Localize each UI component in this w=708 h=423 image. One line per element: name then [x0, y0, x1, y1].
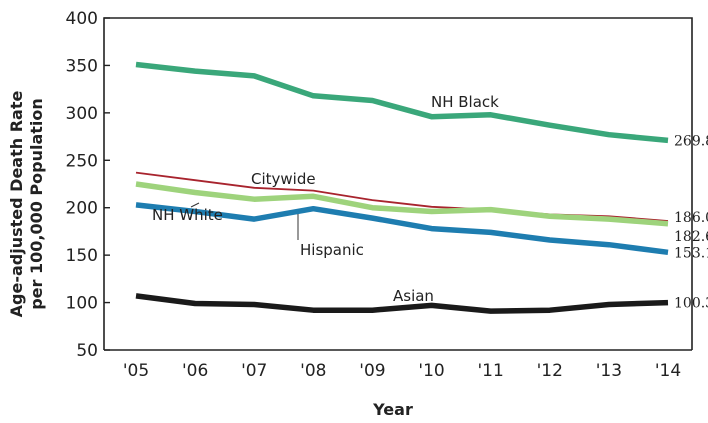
y-axis-title-line-2: per 100,000 Population: [27, 98, 46, 310]
leader-line-nh-white: [190, 202, 200, 208]
y-tick-label: 300: [66, 104, 98, 124]
y-tick-label: 150: [66, 246, 98, 266]
y-tick-label: 100: [66, 294, 98, 314]
x-tick-label: '14: [655, 361, 681, 381]
y-tick-label: 400: [66, 9, 98, 29]
series-label-nh-white: NH White: [152, 206, 223, 224]
y-axis-title-line-1: Age-adjusted Death Rate: [7, 91, 26, 318]
series-line-nh-black: [135, 61, 669, 144]
x-axis-title: Year: [372, 400, 413, 419]
y-tick-label: 250: [66, 151, 98, 171]
series-label-nh-black: NH Black: [431, 93, 499, 111]
plot-frame: [103, 17, 693, 350]
x-tick-label: '08: [300, 361, 326, 381]
x-tick-label: '06: [182, 361, 208, 381]
x-tick-label: '10: [418, 361, 444, 381]
y-tick-label: 50: [76, 341, 98, 361]
x-tick-label: '07: [241, 361, 267, 381]
series-line-asian: [135, 293, 669, 314]
series-line-nh-white: [135, 202, 669, 256]
end-value-asian: 100.3: [674, 296, 708, 312]
x-tick-label: '11: [478, 361, 504, 381]
series-label-asian: Asian: [393, 287, 434, 305]
end-value-nh-black: 269.8: [674, 133, 708, 149]
x-tick-label: '05: [123, 361, 149, 381]
end-value-nh-white: 153.1: [674, 245, 708, 261]
series-label-hispanic: Hispanic: [300, 241, 364, 259]
y-tick-label: 350: [66, 56, 98, 76]
series-label-citywide: Citywide: [251, 170, 316, 188]
x-tick-label: '09: [359, 361, 385, 381]
end-value-hispanic: 182.6: [674, 229, 708, 245]
series-line-hispanic: [135, 181, 669, 227]
end-value-citywide: 186.0: [674, 210, 708, 226]
x-tick-label: '12: [537, 361, 563, 381]
x-tick-label: '13: [596, 361, 622, 381]
y-tick-label: 200: [66, 199, 98, 219]
